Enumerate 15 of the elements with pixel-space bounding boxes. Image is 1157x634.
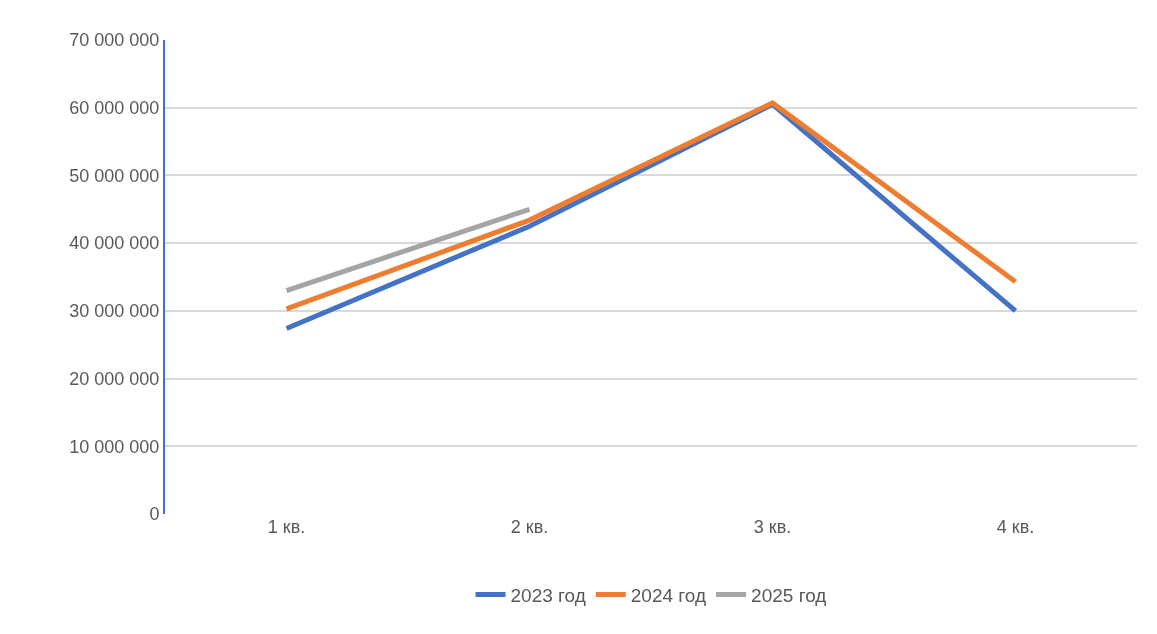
y-tick-label: 30 000 000 [69, 301, 160, 322]
y-tick-label: 10 000 000 [69, 436, 160, 457]
y-tick-label: 50 000 000 [69, 165, 160, 186]
y-tick-label: 20 000 000 [69, 368, 160, 389]
y-tick-label: 0 [149, 504, 160, 525]
x-tick-label: 2 кв. [510, 517, 549, 537]
x-tick-label: 3 кв. [753, 517, 792, 537]
y-tick-label: 40 000 000 [69, 233, 160, 254]
x-tick-label: 1 кв. [267, 517, 306, 537]
y-tick-label: 70 000 000 [69, 30, 160, 51]
legend-label: 2023 год [510, 584, 586, 606]
y-tick-label: 60 000 000 [69, 98, 160, 119]
x-tick-label: 4 кв. [996, 517, 1035, 537]
legend-label: 2024 год [630, 584, 707, 606]
legend-label: 2025 год [751, 584, 827, 606]
